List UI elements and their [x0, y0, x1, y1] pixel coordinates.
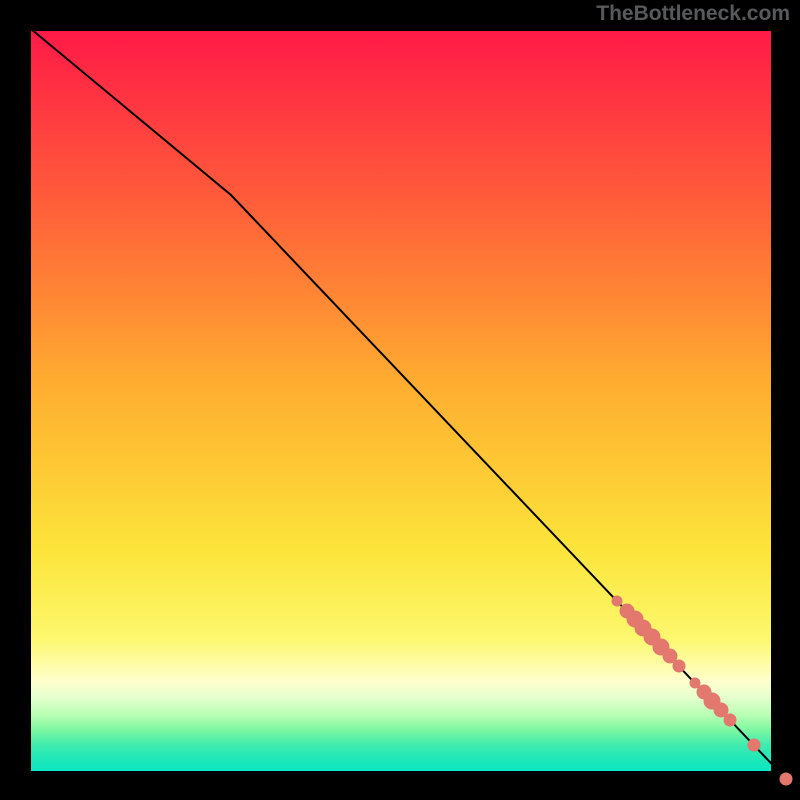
data-marker [663, 649, 677, 663]
data-marker [690, 678, 700, 688]
data-marker [780, 773, 792, 785]
bottleneck-chart [0, 0, 800, 800]
data-marker [748, 739, 760, 751]
data-marker [714, 703, 728, 717]
data-marker [612, 596, 622, 606]
watermark-text: TheBottleneck.com [596, 2, 790, 26]
data-marker [724, 714, 736, 726]
data-marker [673, 660, 685, 672]
plot-background [31, 31, 771, 771]
